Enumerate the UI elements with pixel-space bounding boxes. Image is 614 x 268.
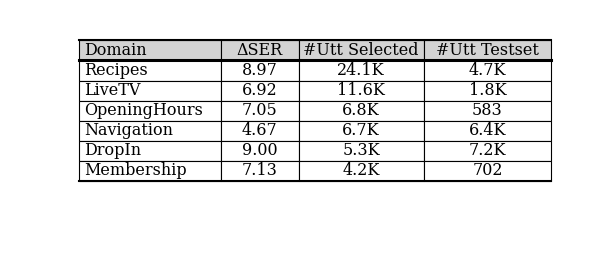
Bar <box>298 161 424 181</box>
Bar <box>79 40 221 61</box>
Bar <box>79 141 221 161</box>
Bar <box>79 80 221 100</box>
Text: 583: 583 <box>472 102 503 119</box>
Text: #Utt Selected: #Utt Selected <box>303 42 419 59</box>
Text: 6.92: 6.92 <box>242 82 278 99</box>
Text: Recipes: Recipes <box>84 62 147 79</box>
Bar <box>298 40 424 61</box>
Text: 7.05: 7.05 <box>242 102 278 119</box>
Bar <box>424 61 551 80</box>
Bar <box>424 161 551 181</box>
Text: 6.8K: 6.8K <box>343 102 380 119</box>
Text: ΔSER: ΔSER <box>236 42 283 59</box>
Text: 1.8K: 1.8K <box>468 82 507 99</box>
Text: 11.6K: 11.6K <box>337 82 385 99</box>
Text: #Utt Testset: #Utt Testset <box>436 42 539 59</box>
Bar <box>298 121 424 141</box>
Bar <box>298 80 424 100</box>
Bar <box>79 121 221 141</box>
Bar <box>221 121 298 141</box>
Text: DropIn: DropIn <box>84 142 141 159</box>
Text: Membership: Membership <box>84 162 187 179</box>
Text: Domain: Domain <box>84 42 147 59</box>
Text: Navigation: Navigation <box>84 122 173 139</box>
Bar <box>298 100 424 121</box>
Text: 7.2K: 7.2K <box>468 142 506 159</box>
Bar <box>221 61 298 80</box>
Bar <box>424 141 551 161</box>
Text: 6.4K: 6.4K <box>468 122 506 139</box>
Bar <box>424 80 551 100</box>
Bar <box>221 80 298 100</box>
Bar <box>221 141 298 161</box>
Text: 8.97: 8.97 <box>242 62 278 79</box>
Bar <box>79 100 221 121</box>
Bar <box>79 161 221 181</box>
Text: 4.7K: 4.7K <box>468 62 506 79</box>
Bar <box>221 40 298 61</box>
Bar <box>221 161 298 181</box>
Text: 5.3K: 5.3K <box>343 142 380 159</box>
Text: 9.00: 9.00 <box>242 142 278 159</box>
Bar <box>221 100 298 121</box>
Text: 7.13: 7.13 <box>242 162 278 179</box>
Bar <box>424 40 551 61</box>
Text: 24.1K: 24.1K <box>337 62 385 79</box>
Text: 4.2K: 4.2K <box>343 162 380 179</box>
Text: OpeningHours: OpeningHours <box>84 102 203 119</box>
Bar <box>298 141 424 161</box>
Text: LiveTV: LiveTV <box>84 82 140 99</box>
Bar <box>79 61 221 80</box>
Text: 6.7K: 6.7K <box>343 122 380 139</box>
Bar <box>298 61 424 80</box>
Text: 702: 702 <box>472 162 503 179</box>
Bar <box>424 121 551 141</box>
Bar <box>424 100 551 121</box>
Text: 4.67: 4.67 <box>242 122 278 139</box>
